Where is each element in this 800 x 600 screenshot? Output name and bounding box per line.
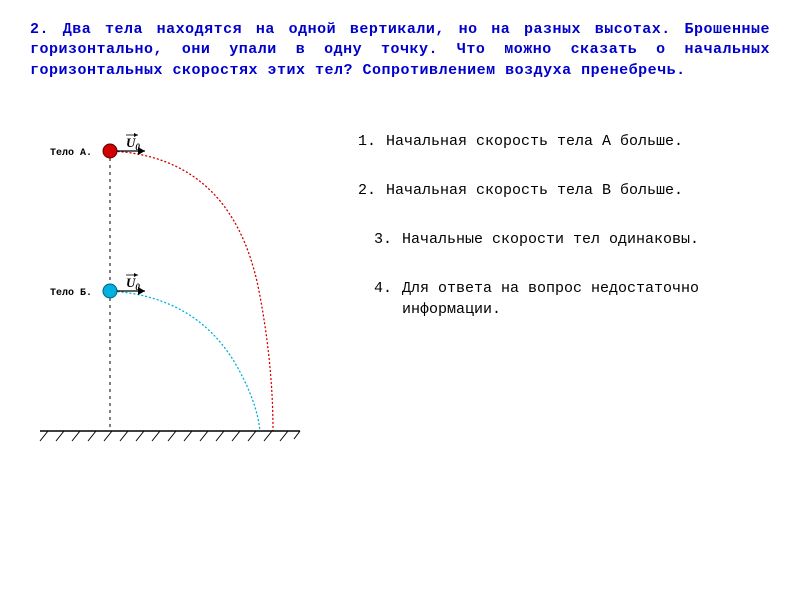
answer-number: 3. — [366, 229, 402, 250]
body-b-vec-label: U0 — [126, 275, 140, 292]
answer-text: Начальная скорость тела В больше. — [386, 180, 780, 201]
body-b-label: Тело Б. — [50, 288, 92, 299]
body-a-circle — [103, 144, 117, 158]
answer-option-2[interactable]: 2. Начальная скорость тела В больше. — [350, 180, 780, 201]
ground-hatch — [40, 431, 300, 441]
question-text: 2. Два тела находятся на одной вертикали… — [0, 0, 800, 91]
body-b-circle — [103, 284, 117, 298]
content-area: Тело А. U0 Тело Б. — [0, 91, 800, 461]
body-a-group: Тело А. U0 — [50, 133, 145, 159]
answers-column: 1. Начальная скорость тела А больше. 2. … — [320, 101, 780, 461]
body-b-group: Тело Б. U0 — [50, 273, 145, 299]
answer-option-4[interactable]: 4. Для ответа на вопрос недо­статочно ин… — [350, 278, 780, 320]
answer-text: Для ответа на вопрос недо­статочно инфор… — [402, 278, 780, 320]
diagram-column: Тело А. U0 Тело Б. — [20, 101, 320, 461]
answer-text: Начальные скорости тел оди­наковы. — [402, 229, 780, 250]
answer-number: 2. — [350, 180, 386, 201]
answer-number: 4. — [366, 278, 402, 299]
answer-option-1[interactable]: 1. Начальная скорость тела А больше. — [350, 131, 780, 152]
answer-option-3[interactable]: 3. Начальные скорости тел оди­наковы. — [350, 229, 780, 250]
answer-number: 1. — [350, 131, 386, 152]
physics-diagram: Тело А. U0 Тело Б. — [20, 101, 320, 461]
body-a-vec-label: U0 — [126, 135, 140, 152]
body-a-label: Тело А. — [50, 148, 92, 159]
answer-text: Начальная скорость тела А больше. — [386, 131, 780, 152]
trajectory-b — [110, 291, 260, 431]
